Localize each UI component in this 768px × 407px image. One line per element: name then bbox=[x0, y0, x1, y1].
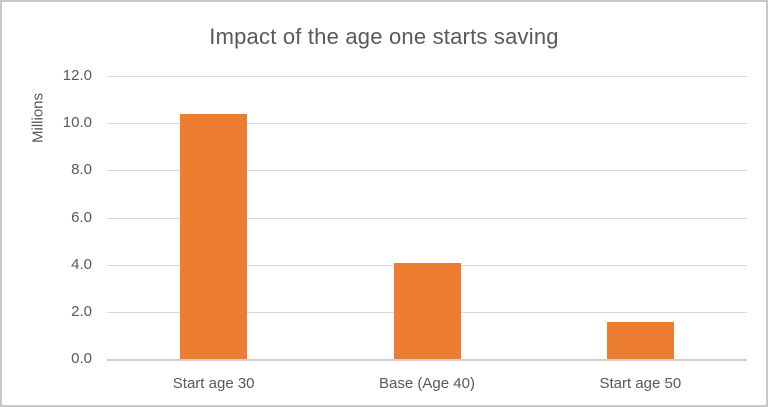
y-tick-label: 4.0 bbox=[71, 255, 92, 273]
x-category-label: Base (Age 40) bbox=[379, 375, 475, 392]
y-tick-label: 6.0 bbox=[71, 208, 92, 226]
y-tick-label: 8.0 bbox=[71, 161, 92, 179]
y-tick-label: 0.0 bbox=[71, 350, 92, 367]
x-category-label: Start age 30 bbox=[172, 375, 255, 392]
bar bbox=[606, 322, 674, 359]
x-axis-line bbox=[107, 359, 747, 361]
y-tick-label: 12.0 bbox=[62, 67, 92, 84]
gridline bbox=[107, 170, 747, 172]
chart-title: Impact of the age one starts saving bbox=[209, 24, 559, 49]
y-tick-label: 10.0 bbox=[62, 114, 92, 132]
y-tick-label: 2.0 bbox=[71, 302, 92, 320]
gridline bbox=[107, 217, 747, 219]
gridline bbox=[107, 76, 747, 77]
x-category-label: Start age 50 bbox=[599, 375, 682, 392]
gridline bbox=[107, 123, 747, 125]
bar bbox=[393, 263, 461, 359]
bar bbox=[180, 113, 248, 359]
